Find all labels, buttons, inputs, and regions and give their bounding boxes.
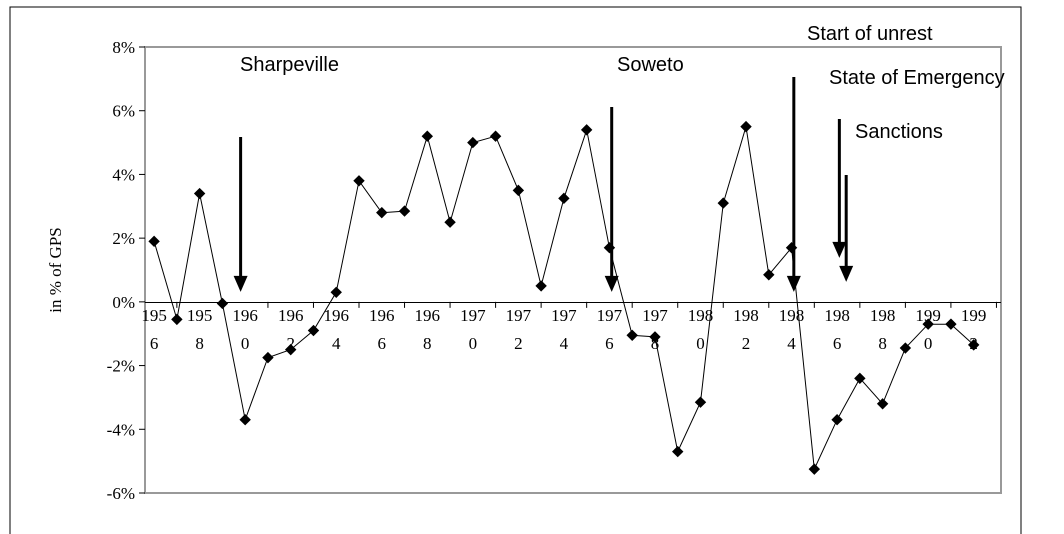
data-point bbox=[899, 342, 912, 354]
annotation-sanctions: Sanctions bbox=[855, 121, 943, 143]
data-point bbox=[421, 130, 434, 142]
x-tick-label: 196 bbox=[415, 306, 441, 325]
annotation-arrow-head bbox=[786, 275, 801, 292]
x-axis-ticks: 195 6 195 8 196 0 196 2 196 4 196 6 196 8 197 0 197 2 197 4… bbox=[141, 301, 997, 353]
data-point bbox=[580, 124, 593, 136]
data-point bbox=[376, 206, 388, 219]
annotation-arrow-head bbox=[604, 275, 619, 292]
x-tick-label: 195 bbox=[141, 306, 167, 325]
y-tick-label: 4% bbox=[112, 165, 135, 184]
data-point bbox=[535, 280, 547, 292]
data-point bbox=[262, 351, 274, 364]
data-point bbox=[672, 445, 684, 458]
data-point bbox=[854, 372, 866, 385]
data-point bbox=[649, 331, 661, 343]
annotation-start-of-unrest: Start of unrest bbox=[807, 23, 933, 45]
x-tick-label: 198 bbox=[779, 306, 805, 325]
x-tick-label: 196 bbox=[323, 306, 349, 325]
x-tick-label-line2: 8 bbox=[651, 334, 660, 353]
annotation-soweto: Soweto bbox=[617, 54, 684, 76]
x-tick-label: 198 bbox=[824, 306, 850, 325]
x-tick-label-line2: 8 bbox=[423, 334, 432, 353]
x-tick-label-line2: 4 bbox=[787, 334, 796, 353]
x-tick-label-line2: 2 bbox=[514, 334, 523, 353]
x-tick-label-line2: 8 bbox=[195, 334, 204, 353]
data-point bbox=[831, 414, 843, 426]
data-point bbox=[694, 396, 707, 408]
y-tick-label: 6% bbox=[112, 102, 135, 121]
data-point bbox=[876, 398, 889, 410]
x-tick-label-line2: 2 bbox=[286, 334, 295, 353]
data-point bbox=[626, 329, 638, 342]
y-tick-label: -6% bbox=[107, 484, 135, 503]
data-point bbox=[307, 324, 320, 337]
x-tick-label-line2: 4 bbox=[560, 334, 569, 353]
y-tick-label: 2% bbox=[112, 229, 135, 248]
data-point bbox=[193, 187, 206, 200]
y-tick-label: -4% bbox=[107, 420, 135, 439]
x-tick-label-line2: 6 bbox=[833, 334, 842, 353]
x-tick-label: 198 bbox=[870, 306, 896, 325]
annotation-state-of-emergency: State of Emergency bbox=[829, 67, 1005, 89]
data-point bbox=[148, 235, 160, 248]
x-tick-label-line2: 6 bbox=[378, 334, 387, 353]
data-point bbox=[922, 318, 934, 330]
series-markers bbox=[148, 120, 980, 475]
y-axis-label: in % of GPS bbox=[46, 227, 65, 312]
x-tick-label: 199 bbox=[915, 306, 941, 325]
x-tick-label-line2: 0 bbox=[696, 334, 705, 353]
x-tick-label-line2: 0 bbox=[469, 334, 478, 353]
data-point bbox=[239, 414, 251, 426]
data-point bbox=[284, 343, 297, 356]
x-tick-label: 197 bbox=[506, 306, 532, 325]
data-point bbox=[967, 339, 980, 351]
data-point bbox=[171, 313, 183, 326]
y-tick-label: -2% bbox=[107, 357, 135, 376]
annotation-arrow-head bbox=[233, 275, 248, 292]
data-point bbox=[216, 297, 229, 310]
x-tick-label: 196 bbox=[232, 306, 258, 325]
x-tick-label-line2: 4 bbox=[332, 334, 341, 353]
x-tick-label: 195 bbox=[187, 306, 213, 325]
x-tick-label: 197 bbox=[642, 306, 668, 325]
data-point bbox=[398, 205, 411, 217]
data-point bbox=[353, 175, 365, 187]
x-tick-label: 196 bbox=[278, 306, 304, 325]
x-tick-label: 198 bbox=[688, 306, 714, 325]
y-axis-ticks: 8% 6% 4% 2% 0% -2% -4% -6% bbox=[107, 38, 145, 503]
data-point bbox=[489, 130, 502, 142]
data-point bbox=[444, 216, 456, 228]
data-point bbox=[512, 184, 525, 197]
annotation-arrow-head bbox=[839, 265, 854, 282]
x-tick-label-line2: 0 bbox=[924, 334, 933, 353]
data-point bbox=[808, 463, 821, 475]
y-tick-label: 8% bbox=[112, 38, 135, 57]
x-tick-label: 197 bbox=[460, 306, 486, 325]
data-point bbox=[740, 120, 752, 133]
x-tick-label: 197 bbox=[597, 306, 623, 325]
data-point bbox=[330, 286, 342, 299]
x-tick-label-line2: 6 bbox=[150, 334, 159, 353]
x-tick-label-line2: 0 bbox=[241, 334, 250, 353]
annotation-sharpeville: Sharpeville bbox=[240, 54, 339, 76]
x-tick-label: 199 bbox=[961, 306, 987, 325]
x-tick-label: 198 bbox=[733, 306, 759, 325]
data-point bbox=[945, 318, 957, 330]
y-tick-label: 0% bbox=[112, 293, 135, 312]
data-point bbox=[763, 269, 775, 281]
data-point bbox=[467, 136, 479, 149]
x-tick-label: 197 bbox=[551, 306, 577, 325]
x-tick-label-line2: 2 bbox=[742, 334, 751, 353]
x-tick-label-line2: 8 bbox=[878, 334, 887, 353]
annotation-arrow-head bbox=[832, 241, 847, 258]
annotation-arrows bbox=[233, 77, 854, 292]
data-point bbox=[558, 192, 570, 205]
x-tick-label-line2: 6 bbox=[605, 334, 614, 353]
plot-area-border bbox=[144, 46, 1002, 494]
x-tick-label: 196 bbox=[369, 306, 395, 325]
data-point bbox=[717, 197, 729, 209]
